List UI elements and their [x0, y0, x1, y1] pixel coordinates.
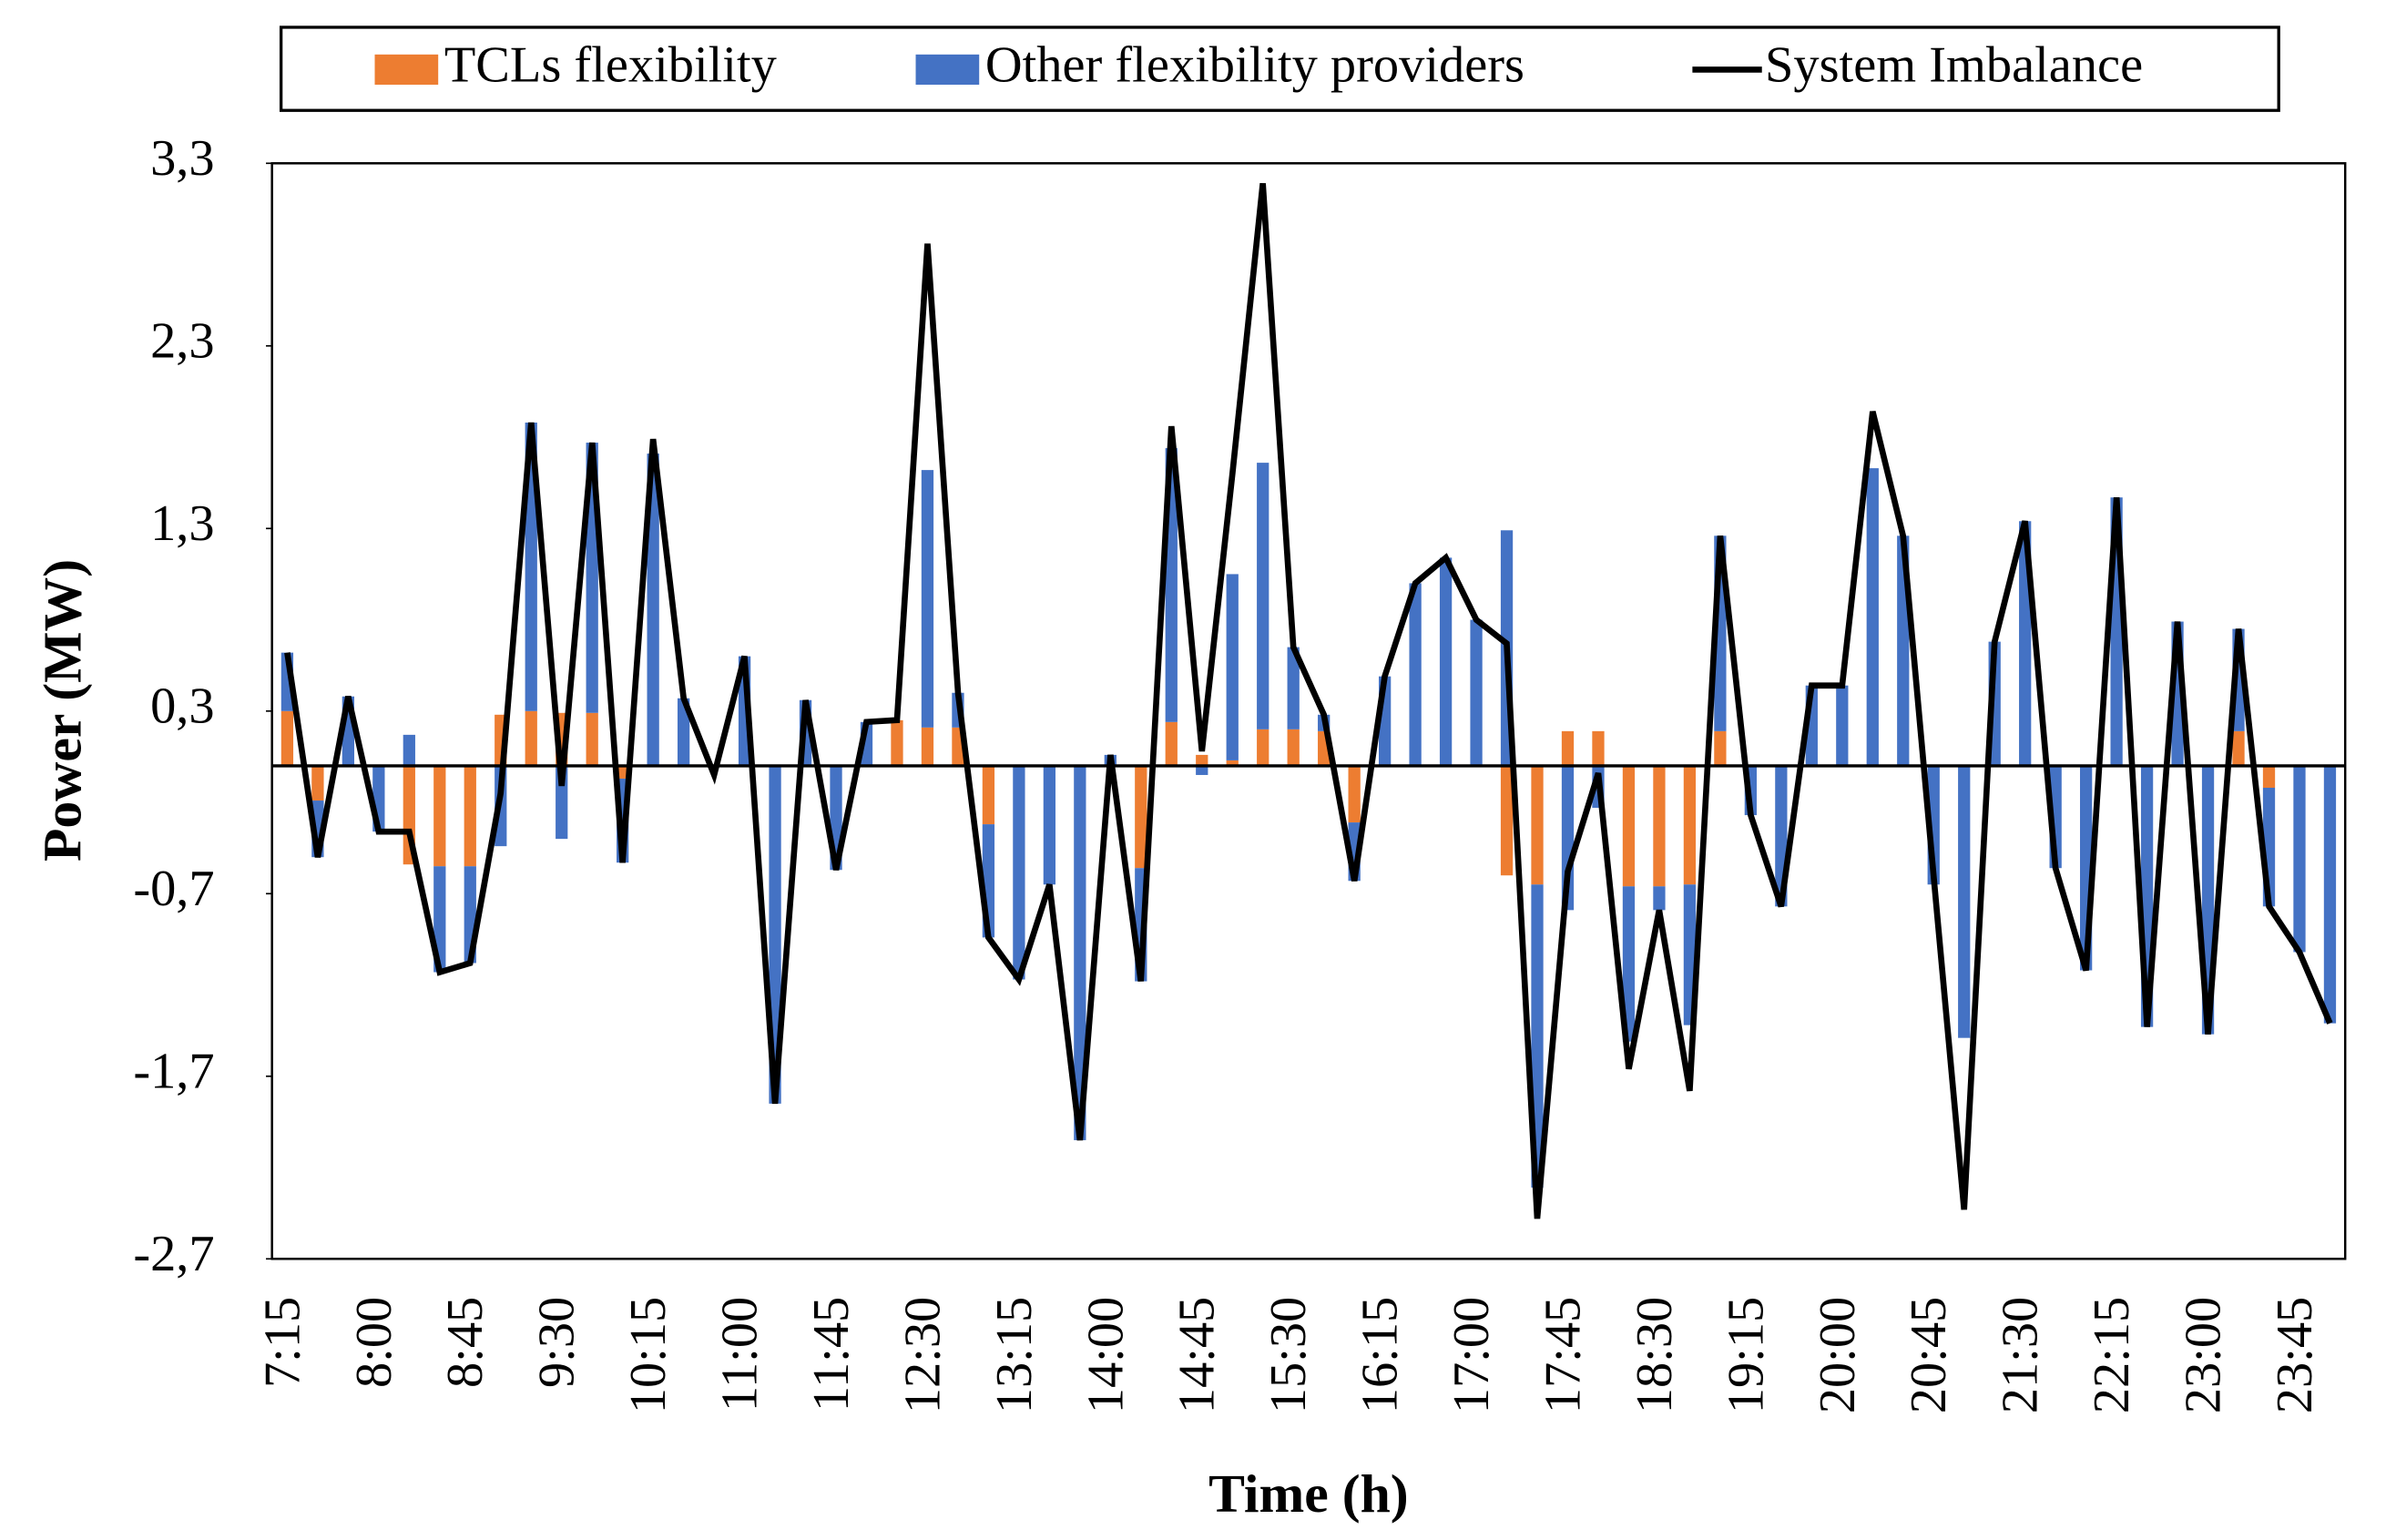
bar: [921, 470, 934, 728]
bar: [1409, 583, 1422, 766]
x-tick-label: 17:00: [1443, 1297, 1500, 1413]
x-tick-label: 16:15: [1352, 1297, 1409, 1413]
bar: [1074, 765, 1086, 1140]
x-tick-label: 11:45: [803, 1297, 860, 1412]
x-tick-label: 7:15: [254, 1297, 311, 1388]
x-tick-label: 18:30: [1626, 1297, 1683, 1413]
bar: [1836, 685, 1849, 766]
y-tick-label: 2,3: [150, 313, 215, 370]
bar: [1958, 765, 1971, 1038]
bar: [982, 765, 995, 825]
x-tick-label: 23:45: [2267, 1297, 2323, 1413]
legend-label: TCLs flexibility: [444, 36, 777, 93]
bar: [2262, 765, 2276, 788]
x-tick-label: 19:15: [1718, 1297, 1774, 1413]
x-tick-label: 21:30: [1993, 1297, 2049, 1413]
bar: [1257, 463, 1269, 729]
x-tick-label: 11:00: [712, 1297, 769, 1412]
bar: [617, 765, 629, 779]
legend-label: System Imbalance: [1765, 36, 2143, 93]
bar: [464, 765, 476, 867]
bar: [525, 710, 537, 766]
bar: [1470, 619, 1483, 766]
bar: [586, 712, 598, 766]
y-tick-label: 0,3: [150, 678, 215, 735]
x-tick-label: 10:15: [620, 1297, 677, 1413]
bar: [1196, 754, 1208, 766]
bar: [1257, 729, 1269, 766]
x-tick-label: 23:00: [2176, 1297, 2232, 1413]
x-tick-label: 17:45: [1535, 1297, 1591, 1413]
legend-label: Other flexibility providers: [985, 36, 1524, 93]
y-tick-label: 1,3: [150, 495, 215, 552]
bar: [1500, 765, 1514, 876]
bar: [1135, 765, 1147, 869]
x-tick-label: 20:45: [1901, 1297, 1957, 1413]
bar: [311, 765, 324, 801]
bar: [1622, 765, 1636, 887]
bar: [2232, 730, 2245, 766]
x-tick-label: 14:00: [1077, 1297, 1134, 1413]
bar: [677, 698, 690, 766]
bar: [403, 734, 415, 766]
bar: [1348, 765, 1361, 823]
bar: [1714, 730, 1727, 766]
y-tick-label: 3,3: [150, 130, 215, 187]
bar: [1622, 886, 1636, 1042]
bar: [1653, 765, 1666, 887]
bar: [647, 454, 659, 766]
bar: [2323, 765, 2337, 1024]
bar: [1866, 468, 1879, 766]
x-tick-label: 12:30: [894, 1297, 951, 1413]
y-tick-label: -0,7: [133, 861, 214, 917]
bar: [1013, 765, 1025, 980]
x-axis-title: Time (h): [1208, 1464, 1409, 1524]
y-tick-label: -1,7: [133, 1044, 214, 1100]
bar: [1592, 730, 1605, 766]
bar: [433, 765, 446, 867]
bar: [1196, 765, 1208, 775]
x-tick-label: 9:30: [529, 1297, 586, 1388]
bar: [1439, 557, 1453, 766]
x-tick-label: 15:30: [1260, 1297, 1317, 1413]
x-tick-label: 13:15: [986, 1297, 1043, 1413]
bar: [891, 719, 903, 766]
bar: [1287, 729, 1300, 766]
x-tick-label: 22:15: [2084, 1297, 2140, 1413]
x-tick-label: 8:45: [437, 1297, 494, 1388]
x-tick-label: 8:00: [346, 1297, 403, 1388]
bar: [280, 710, 294, 766]
x-tick-label: 14:45: [1169, 1297, 1226, 1413]
bar: [1653, 886, 1666, 911]
bar: [1165, 721, 1178, 766]
legend-box: [279, 25, 2280, 112]
line: [284, 183, 2333, 1219]
bar: [2293, 765, 2306, 953]
x-tick-label: 20:00: [1810, 1297, 1866, 1413]
bar: [1287, 647, 1300, 729]
legend-swatch: [374, 54, 439, 86]
y-tick-label: -2,7: [133, 1226, 214, 1282]
bar: [1683, 765, 1697, 885]
plot-frame: [270, 162, 2347, 1260]
bar: [1043, 765, 1056, 885]
legend-swatch: [915, 54, 980, 86]
bar: [1561, 730, 1575, 766]
bar: [921, 727, 934, 766]
bar: [1226, 574, 1239, 760]
y-axis-title: Power (MW): [32, 559, 92, 862]
bar: [1531, 765, 1544, 885]
bar: [1226, 760, 1239, 766]
